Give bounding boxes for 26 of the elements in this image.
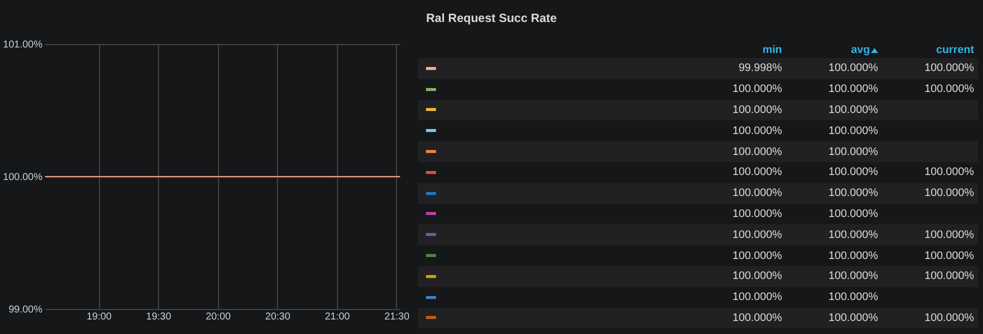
text: 100.000% 100.000% 100.000% (732, 250, 974, 262)
x-tick-label: 21:30 (384, 312, 410, 322)
text: avg (850, 44, 871, 56)
text: 100.000% 100.000% 100.000% (732, 166, 974, 178)
y-tick-label: 99.00% (8, 304, 43, 316)
x-tick-label: 21:00 (324, 312, 350, 322)
y-tick-label: 100.00% (3, 172, 43, 183)
text: 100.000% 100.000% 100.000% (732, 270, 974, 282)
text: 100.000% 100.000% 100.000% (732, 312, 974, 324)
text: 99.998% 100.000% 100.000% (738, 62, 974, 74)
text: 100.000% 100.000% 100.000% (732, 228, 974, 241)
text: 100.000% 100.000% 100.000% (732, 83, 974, 96)
text: 100.000% 100.000% (732, 104, 878, 116)
text: 100.000% 100.000% (732, 124, 878, 137)
x-tick-label: 19:00 (86, 312, 112, 322)
x-tick-label: 19:30 (146, 312, 172, 322)
text: 100.000% 100.000% (732, 146, 878, 158)
text: 100.000% 100.000% (732, 208, 878, 220)
text: 100.000% 100.000% (732, 291, 878, 304)
x-tick-label: 20:30 (265, 312, 291, 322)
text: min (761, 44, 783, 56)
text: 100.000% 100.000% 100.000% (732, 187, 974, 200)
text: current (935, 44, 975, 56)
x-tick-label: 20:00 (206, 312, 232, 322)
text: Ral Request Succ Rate (425, 11, 558, 25)
y-tick-label: 101.00% (3, 40, 43, 50)
